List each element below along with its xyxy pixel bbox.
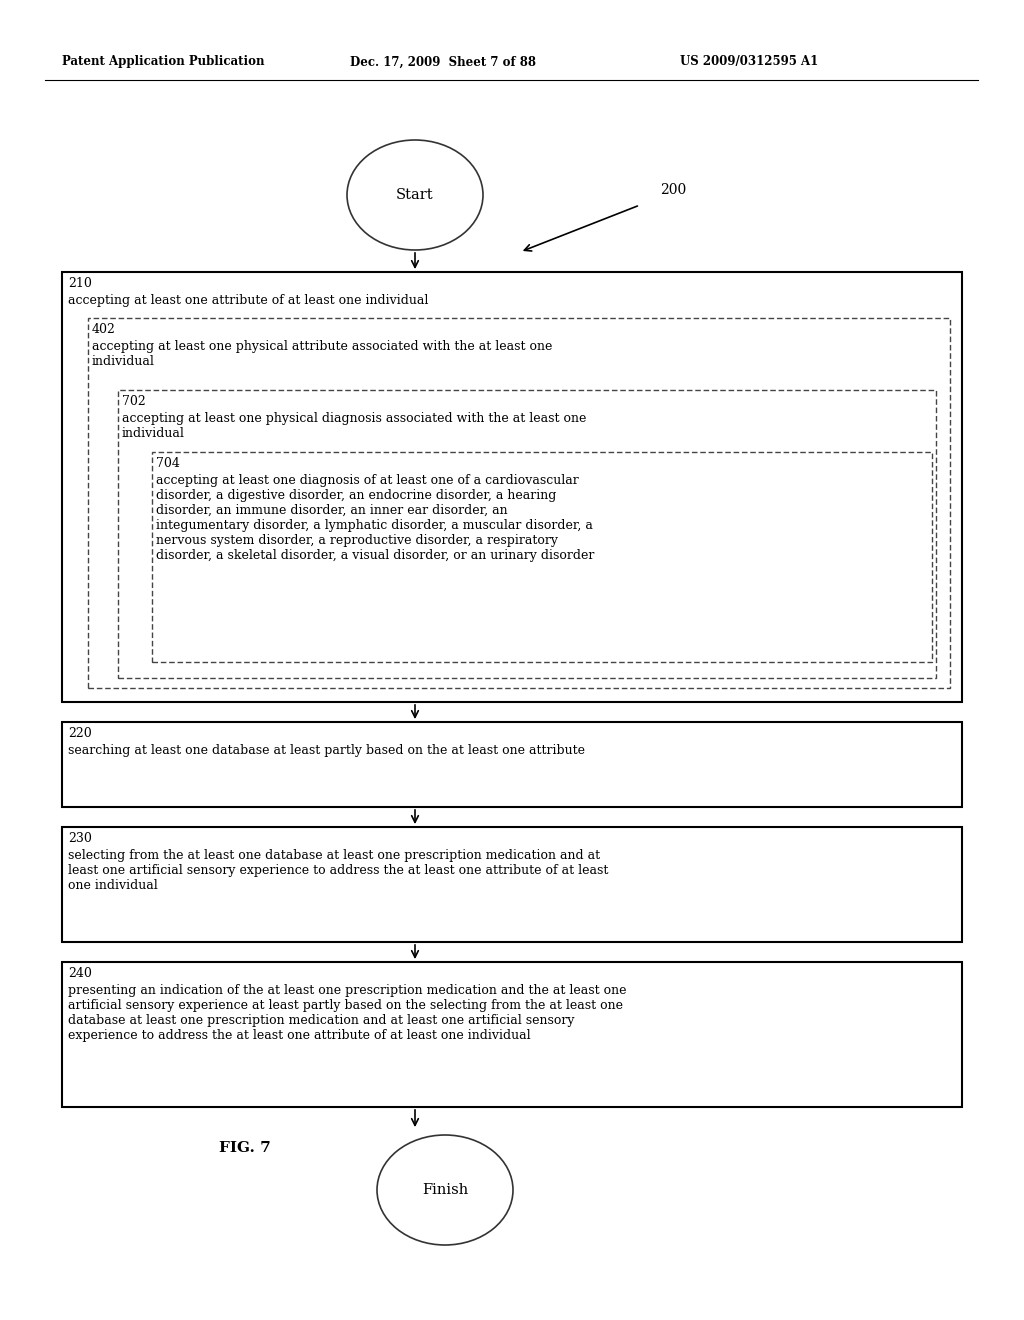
Text: selecting from the at least one database at least one prescription medication an: selecting from the at least one database… — [68, 849, 608, 892]
Bar — [118, 389, 936, 678]
Text: accepting at least one attribute of at least one individual: accepting at least one attribute of at l… — [68, 294, 428, 308]
Text: FIG. 7: FIG. 7 — [219, 1140, 271, 1155]
Bar — [62, 272, 962, 702]
Text: 210: 210 — [68, 277, 92, 290]
Bar — [62, 722, 962, 807]
Bar — [62, 828, 962, 942]
Text: Patent Application Publication: Patent Application Publication — [62, 55, 264, 69]
Text: 704: 704 — [156, 457, 180, 470]
Text: 230: 230 — [68, 832, 92, 845]
Text: Finish: Finish — [422, 1183, 468, 1197]
Text: 220: 220 — [68, 727, 92, 741]
Text: accepting at least one physical attribute associated with the at least one
indiv: accepting at least one physical attribut… — [92, 341, 552, 368]
Text: US 2009/0312595 A1: US 2009/0312595 A1 — [680, 55, 818, 69]
Text: accepting at least one physical diagnosis associated with the at least one
indiv: accepting at least one physical diagnosi… — [122, 412, 587, 440]
Text: 240: 240 — [68, 968, 92, 979]
Bar — [62, 962, 962, 1107]
Text: 200: 200 — [660, 183, 686, 197]
Text: 402: 402 — [92, 323, 116, 337]
Text: Dec. 17, 2009  Sheet 7 of 88: Dec. 17, 2009 Sheet 7 of 88 — [350, 55, 536, 69]
Text: accepting at least one diagnosis of at least one of a cardiovascular
disorder, a: accepting at least one diagnosis of at l… — [156, 474, 594, 562]
Text: Start: Start — [396, 187, 434, 202]
Text: 702: 702 — [122, 395, 145, 408]
Bar — [88, 318, 950, 688]
Text: searching at least one database at least partly based on the at least one attrib: searching at least one database at least… — [68, 744, 585, 756]
Text: presenting an indication of the at least one prescription medication and the at : presenting an indication of the at least… — [68, 983, 627, 1041]
Bar — [152, 451, 932, 663]
